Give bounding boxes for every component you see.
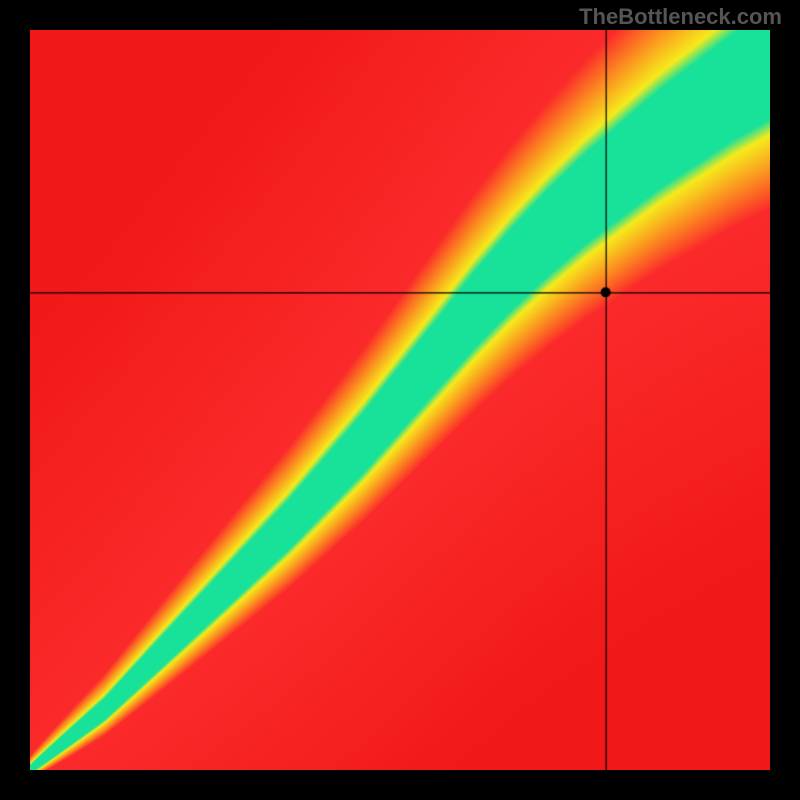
bottleneck-heatmap — [30, 30, 770, 770]
chart-container: TheBottleneck.com — [0, 0, 800, 800]
watermark-text: TheBottleneck.com — [579, 4, 782, 30]
